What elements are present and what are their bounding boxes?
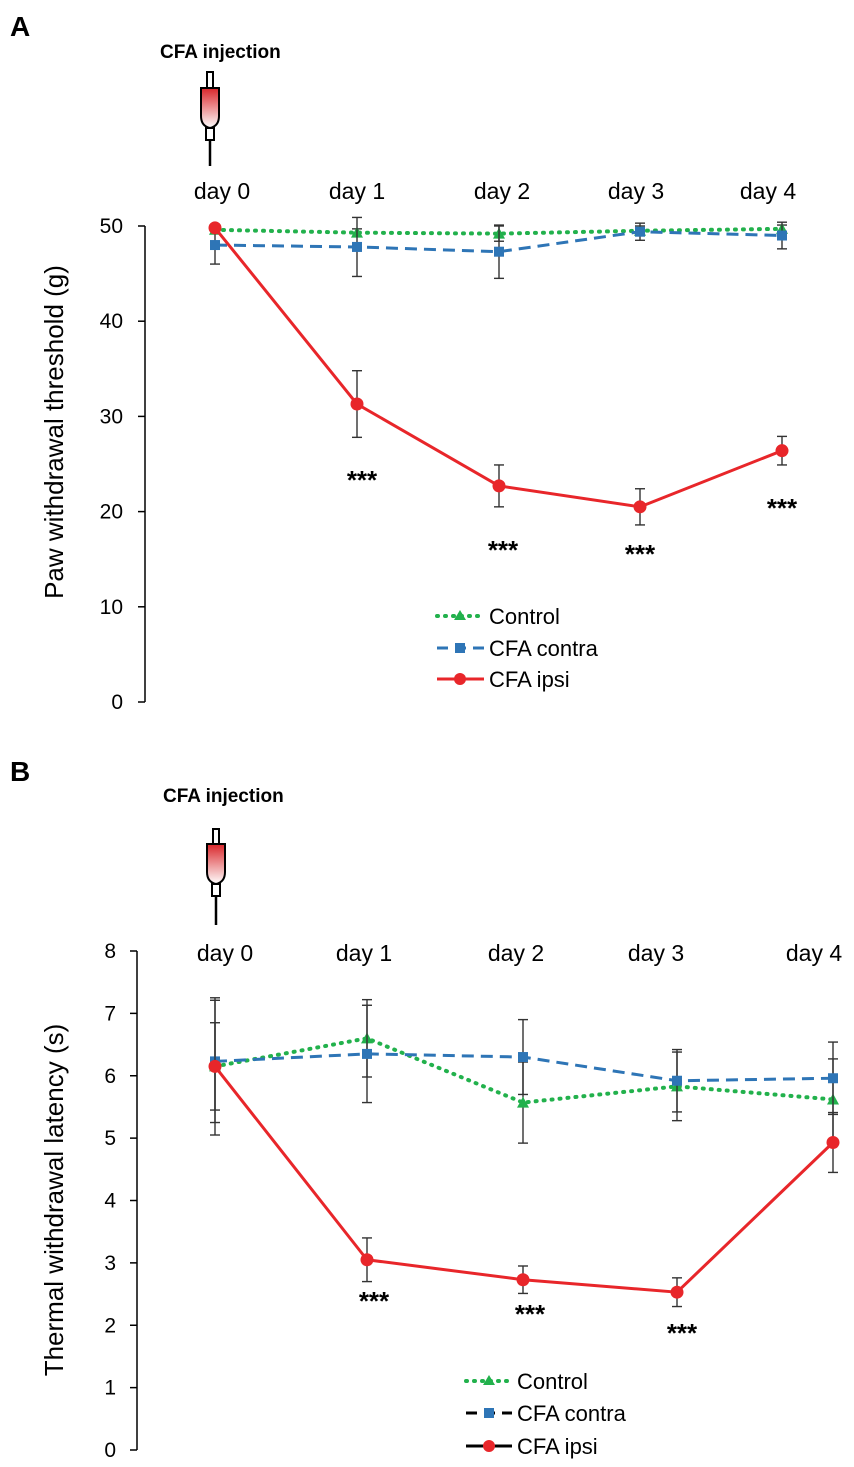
panel-b-ipsi-point bbox=[360, 1253, 374, 1267]
panel-a-letter: A bbox=[10, 11, 30, 42]
panel-b-ytick-label: 4 bbox=[104, 1190, 116, 1213]
panel-a-significance-label: *** bbox=[488, 535, 519, 565]
panel-a-contra-point bbox=[352, 241, 362, 252]
panel-b-day-label: day 0 bbox=[197, 940, 253, 966]
legend-b-contra-marker bbox=[484, 1408, 494, 1418]
panel-b-day-label: day 1 bbox=[336, 940, 392, 966]
panel-b-ytick-label: 0 bbox=[104, 1439, 116, 1462]
panel-a-ipsi-point bbox=[633, 500, 647, 514]
panel-a-injection-label: CFA injection bbox=[160, 42, 281, 63]
panel-a-significance-label: *** bbox=[625, 539, 656, 569]
panel-b-significance-label: *** bbox=[515, 1299, 546, 1329]
panel-a-ipsi-point bbox=[492, 479, 506, 493]
panel-b-ytick-label: 5 bbox=[104, 1127, 116, 1150]
legend-a-contra-label: CFA contra bbox=[489, 636, 599, 661]
legend-a-ipsi-label: CFA ipsi bbox=[489, 667, 570, 692]
panel-b-ipsi-point bbox=[208, 1059, 222, 1073]
panel-b-ytick-label: 1 bbox=[104, 1377, 116, 1400]
panel-b-contra-point bbox=[828, 1073, 838, 1084]
legend-b-contra-label: CFA contra bbox=[517, 1401, 627, 1426]
panel-b-ytick-label: 7 bbox=[104, 1002, 116, 1025]
panel-b-ipsi-point bbox=[826, 1135, 840, 1149]
panel-a-contra-point bbox=[494, 246, 504, 257]
panel-b-day-label: day 2 bbox=[488, 940, 544, 966]
panel-b-plot: 0 1 2 3 4 5 6 7 8 day 0 day 1 day 2 day 3 day 4 *** ***… bbox=[104, 940, 842, 1462]
panel-b-injection-label: CFA injection bbox=[163, 786, 284, 807]
panel-a-day-label: day 0 bbox=[194, 178, 250, 204]
panel-b-ytick-label: 3 bbox=[104, 1252, 116, 1275]
panel-a-ylabel: Paw withdrawal threshold (g) bbox=[39, 265, 69, 599]
panel-b-legend: Control CFA contra CFA ipsi bbox=[464, 1369, 627, 1459]
panel-b-significance-label: *** bbox=[359, 1286, 390, 1316]
panel-a-ytick-label: 20 bbox=[100, 501, 123, 524]
panel-a-plot: 0 10 20 30 40 50 day 0 day 1 day 2 day 3 day 4 *** *… bbox=[100, 178, 798, 714]
panel-b-control-point bbox=[517, 1096, 529, 1108]
legend-a-control-label: Control bbox=[489, 604, 560, 629]
panel-a-day-label: day 4 bbox=[740, 178, 796, 204]
panel-a: A CFA injection 0 10 20 30 40 50 day 0 day 1 day… bbox=[10, 11, 798, 714]
panel-a-ipsi-point bbox=[350, 397, 364, 411]
panel-a-ytick-label: 10 bbox=[100, 596, 123, 619]
legend-b-ipsi-label: CFA ipsi bbox=[517, 1434, 598, 1459]
panel-b-day-label: day 4 bbox=[786, 940, 842, 966]
legend-a-control-marker bbox=[454, 610, 466, 620]
panel-a-ytick-label: 0 bbox=[111, 691, 123, 714]
panel-a-day-label: day 3 bbox=[608, 178, 664, 204]
panel-a-contra-point bbox=[635, 226, 645, 237]
panel-a-day-label: day 2 bbox=[474, 178, 530, 204]
panel-b-ipsi-point bbox=[670, 1285, 684, 1299]
panel-a-syringe-icon bbox=[200, 71, 220, 166]
panel-b-contra-point bbox=[672, 1075, 682, 1086]
panel-a-day-label: day 1 bbox=[329, 178, 385, 204]
legend-b-control-marker bbox=[483, 1375, 495, 1385]
panel-b: B CFA injection 0 1 2 3 4 5 6 7 8 day 0 day 1 day 2… bbox=[10, 756, 842, 1462]
panel-b-ipsi-point bbox=[516, 1273, 530, 1287]
legend-a-contra-marker bbox=[455, 643, 465, 653]
legend-b-control-label: Control bbox=[517, 1369, 588, 1394]
panel-a-significance-label: *** bbox=[347, 465, 378, 495]
panel-a-ipsi-point bbox=[208, 221, 222, 235]
panel-a-ipsi-point bbox=[775, 444, 789, 458]
panel-b-ylabel: Thermal withdrawal latency (s) bbox=[39, 1024, 69, 1377]
panel-b-ytick-label: 6 bbox=[104, 1065, 116, 1088]
panel-b-day-label: day 3 bbox=[628, 940, 684, 966]
panel-a-ytick-label: 40 bbox=[100, 310, 123, 333]
panel-a-significance-label: *** bbox=[767, 493, 798, 523]
panel-b-control-line bbox=[213, 1036, 835, 1105]
panel-b-letter: B bbox=[10, 756, 30, 787]
legend-a-ipsi-marker bbox=[454, 673, 466, 685]
panel-a-control-line bbox=[213, 226, 784, 236]
panel-a-ytick-label: 30 bbox=[100, 405, 123, 428]
panel-b-significance-label: *** bbox=[667, 1318, 698, 1348]
panel-a-contra-point bbox=[210, 240, 220, 251]
panel-a-legend: Control CFA contra CFA ipsi bbox=[435, 604, 599, 692]
panel-b-ytick-label: 8 bbox=[104, 940, 116, 963]
panel-a-ytick-label: 50 bbox=[100, 215, 123, 238]
legend-b-ipsi-marker bbox=[483, 1440, 495, 1452]
panel-b-contra-point bbox=[362, 1048, 372, 1059]
panel-a-contra-point bbox=[777, 230, 787, 241]
panel-b-ytick-label: 2 bbox=[104, 1314, 116, 1337]
panel-b-syringe-icon bbox=[206, 828, 226, 925]
panel-b-contra-point bbox=[518, 1052, 528, 1063]
